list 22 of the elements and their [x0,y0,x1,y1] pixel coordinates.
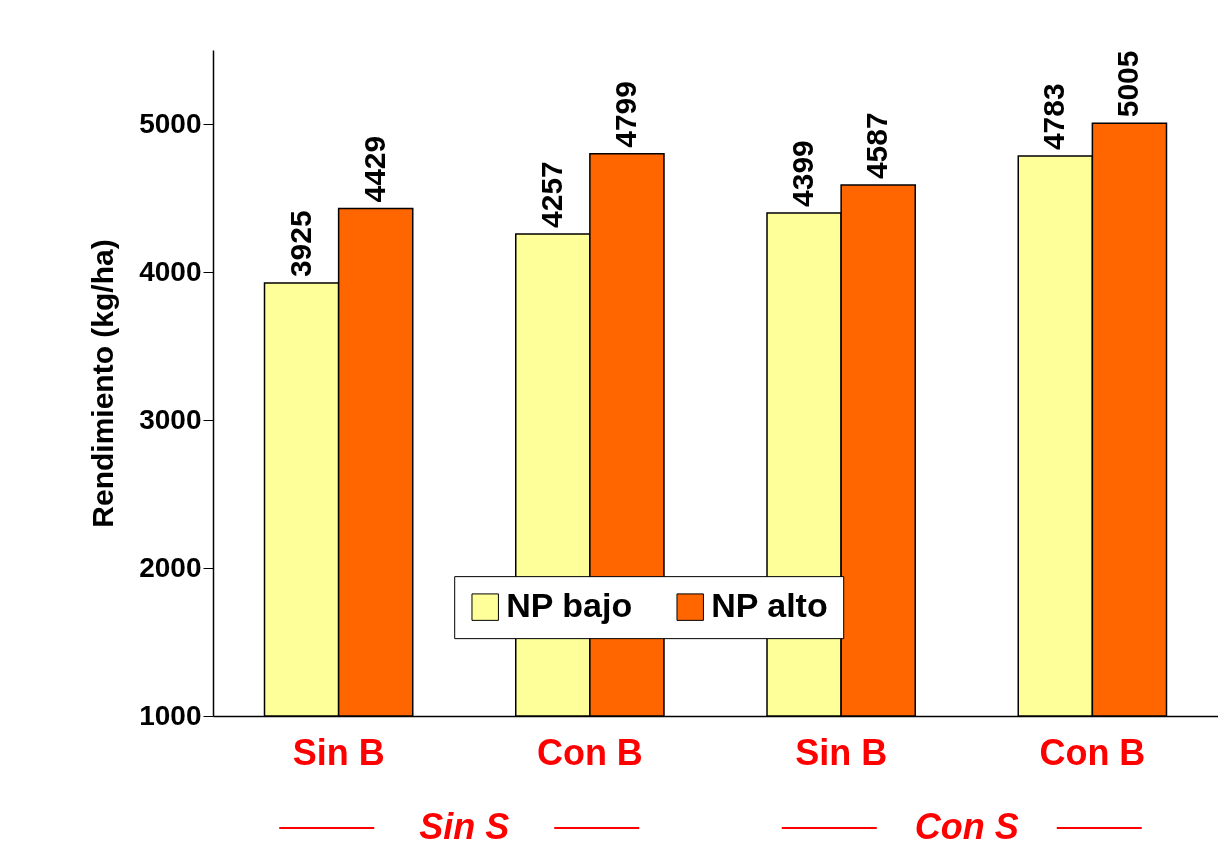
text: Sin S [419,806,510,847]
data-label: 4587 [860,112,894,180]
data-label: 3925 [283,210,317,278]
legend-label: NP alto [711,586,828,625]
text: Con S [914,806,1019,847]
data-label: 4799 [608,81,642,148]
legend-label: NP bajo [506,586,633,625]
x-tick-label: Sin B [795,731,888,773]
y-tick-label: 4000 [139,255,202,287]
data-label: 4257 [534,161,568,228]
x-tick-label: Con B [536,731,643,773]
data-label: 5005 [1111,50,1145,118]
data-label: 4429 [357,135,391,203]
data-label: 4783 [1037,83,1071,151]
x-tick-label: Con B [1039,731,1146,773]
y-tick-label: 3000 [139,403,202,435]
x-tick-label: Sin B [292,731,385,773]
y-tick-label: 5000 [139,107,202,139]
data-label: 4399 [786,140,820,207]
y-tick-label: 1000 [139,699,202,731]
y-tick-label: 2000 [139,551,202,583]
y-axis-title: Rendimiento (kg/ha) [86,239,120,528]
